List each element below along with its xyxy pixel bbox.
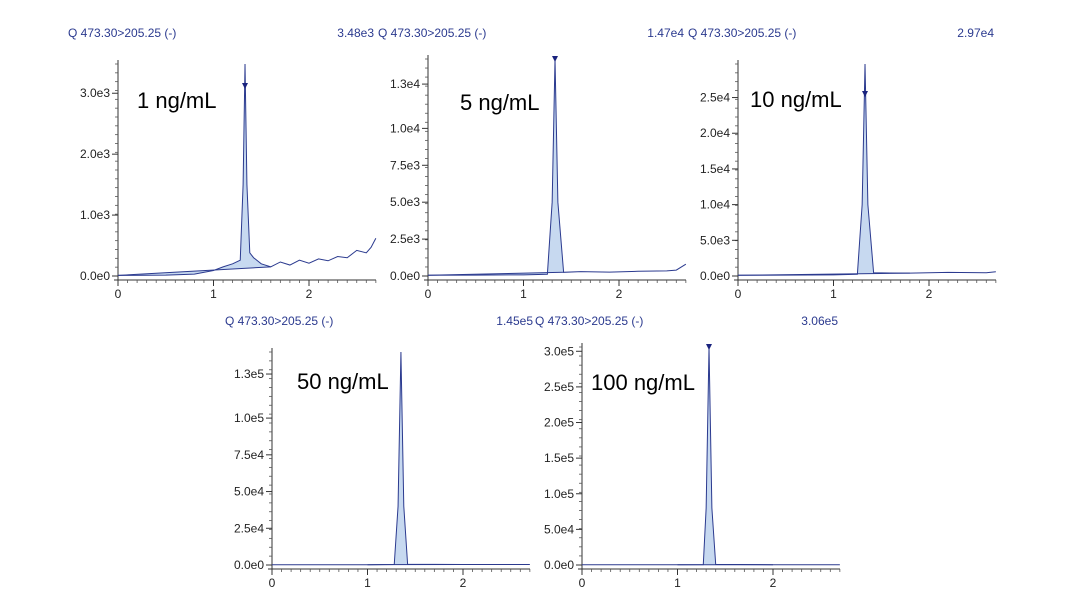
x-tick-label: 2 [460, 576, 467, 590]
chromatogram-trace [272, 351, 530, 566]
y-tick-label: 1.5e4 [700, 162, 730, 176]
peak-area-fill [428, 59, 564, 276]
y-tick-label: 5.0e3 [390, 195, 420, 209]
transition-title: Q 473.30>205.25 (-) [535, 314, 643, 328]
y-tick-label: 0.0e0 [234, 558, 264, 572]
chromatogram-trace [737, 63, 996, 276]
max-intensity-label: 1.45e5 [496, 314, 533, 328]
y-tick-label: 1.5e5 [544, 451, 574, 465]
chromatogram-trace [117, 63, 377, 276]
peak-apex-marker [552, 56, 559, 62]
y-tick-label: 2.5e4 [700, 91, 730, 105]
y-tick-label: 3.0e5 [544, 344, 574, 358]
peak-apex-marker [862, 91, 869, 97]
y-tick-label: 2.5e4 [234, 521, 264, 535]
x-tick-label: 2 [770, 576, 777, 590]
x-tick-label: 1 [520, 287, 527, 301]
transition-title: Q 473.30>205.25 (-) [688, 26, 796, 40]
x-tick-label: 1 [830, 287, 837, 301]
y-tick-label: 2.0e3 [80, 147, 110, 161]
y-tick-label: 1.3e5 [234, 367, 264, 381]
max-intensity-label: 3.06e5 [801, 314, 838, 328]
max-intensity-label: 3.48e3 [337, 26, 374, 40]
peak-apex-marker [242, 83, 249, 89]
transition-title: Q 473.30>205.25 (-) [225, 314, 333, 328]
x-tick-label: 0 [269, 576, 276, 590]
y-tick-label: 0.0e0 [700, 269, 730, 283]
y-tick-label: 0.0e0 [544, 558, 574, 572]
y-tick-label: 2.5e3 [390, 232, 420, 246]
chromatogram-trace [427, 58, 687, 276]
concentration-label: 50 ng/mL [297, 369, 389, 394]
y-tick-label: 0.0e0 [80, 269, 110, 283]
x-tick-label: 2 [616, 287, 623, 301]
max-intensity-label: 2.97e4 [957, 26, 994, 40]
y-tick-label: 1.0e5 [234, 411, 264, 425]
concentration-label: 1 ng/mL [137, 88, 217, 113]
y-tick-label: 0.0e0 [390, 269, 420, 283]
x-tick-label: 2 [306, 287, 313, 301]
x-tick-label: 0 [735, 287, 742, 301]
x-tick-label: 2 [926, 287, 933, 301]
concentration-label: 5 ng/mL [460, 90, 540, 115]
concentration-label: 100 ng/mL [591, 370, 695, 395]
transition-title: Q 473.30>205.25 (-) [68, 26, 176, 40]
concentration-label: 10 ng/mL [750, 87, 842, 112]
y-tick-label: 1.0e4 [700, 198, 730, 212]
y-tick-label: 1.0e4 [390, 121, 420, 135]
x-tick-label: 0 [425, 287, 432, 301]
chromatogram-panel: Q 473.30>205.25 (-) 1.45e5 0.0e0 2.5e4 5.0e4… [225, 314, 533, 590]
peak-area-fill [738, 64, 910, 276]
y-tick-label: 7.5e4 [234, 448, 264, 462]
y-tick-label: 1.3e4 [390, 77, 420, 91]
peak-apex-marker [706, 344, 713, 350]
max-intensity-label: 1.47e4 [647, 26, 684, 40]
peak-baseline [117, 266, 271, 276]
y-tick-label: 3.0e3 [80, 86, 110, 100]
x-tick-label: 1 [364, 576, 371, 590]
x-tick-label: 0 [579, 576, 586, 590]
x-tick-label: 1 [674, 576, 681, 590]
y-tick-label: 2.5e5 [544, 380, 574, 394]
y-tick-label: 5.0e4 [234, 485, 264, 499]
y-tick-label: 2.0e5 [544, 416, 574, 430]
x-tick-label: 0 [115, 287, 122, 301]
y-tick-label: 5.0e3 [700, 233, 730, 247]
chromatogram-panel: Q 473.30>205.25 (-) 2.97e4 0.0e0 5.0e3 1.0e4… [688, 26, 997, 301]
transition-title: Q 473.30>205.25 (-) [378, 26, 486, 40]
y-tick-label: 1.0e5 [544, 487, 574, 501]
chromatogram-panel: Q 473.30>205.25 (-) 3.06e5 0.0e0 5.0e4 1.0e5… [535, 314, 841, 590]
y-tick-label: 7.5e3 [390, 158, 420, 172]
y-tick-label: 5.0e4 [544, 522, 574, 536]
y-tick-label: 1.0e3 [80, 208, 110, 222]
y-tick-label: 2.0e4 [700, 126, 730, 140]
x-tick-label: 1 [210, 287, 217, 301]
chromatogram-panel: Q 473.30>205.25 (-) 1.47e4 0.0e0 2.5e3 5.0e3… [378, 26, 687, 301]
chromatogram-panel: Q 473.30>205.25 (-) 3.48e3 0.0e0 1.0e3 2.0e3… [68, 26, 377, 301]
